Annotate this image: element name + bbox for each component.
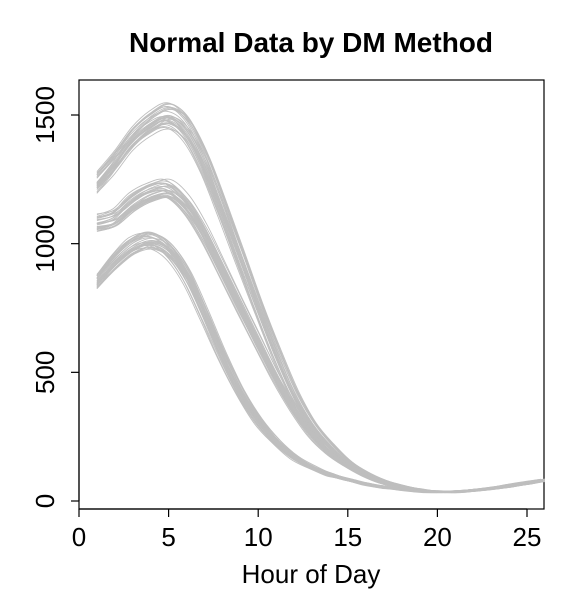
- curve-group-3-line: [96, 235, 541, 492]
- curve-group-3-line: [96, 237, 545, 493]
- curve-group-3-line: [96, 248, 545, 494]
- x-tick-label: 25: [513, 522, 542, 552]
- y-tick-label: 1500: [30, 86, 60, 144]
- curve-group-3-line: [96, 241, 545, 493]
- x-tick-label: 15: [333, 522, 362, 552]
- curve-group-3-line: [96, 242, 546, 493]
- plot-area-frame: [78, 79, 545, 510]
- curve-group-1-line: [96, 103, 545, 493]
- curve-group-3-line: [96, 236, 544, 494]
- x-tick-label: 5: [161, 522, 175, 552]
- curve-group-3-line: [96, 247, 542, 493]
- curve-group-3-line: [96, 237, 546, 493]
- y-axis: 0 500 1000 1500: [30, 86, 80, 508]
- curve-group-3-line: [96, 244, 545, 493]
- curve-group-3-line: [96, 231, 544, 492]
- chart-title: Normal Data by DM Method: [129, 27, 493, 58]
- curve-group-3-line: [96, 243, 545, 493]
- curve-group-3-line: [96, 244, 545, 493]
- curve-group-3-line: [96, 242, 546, 493]
- x-tick-label: 0: [72, 522, 86, 552]
- y-tick-label: 1000: [30, 215, 60, 273]
- curve-group-3-line: [96, 240, 545, 493]
- curve-group-3-line: [96, 244, 545, 493]
- x-axis-label: Hour of Day: [242, 559, 381, 589]
- curve-group-3-line: [96, 247, 545, 494]
- x-tick-label: 20: [423, 522, 452, 552]
- y-tick-label: 0: [30, 494, 60, 508]
- curve-group-3-line: [96, 232, 542, 493]
- curve-group-3-line: [96, 234, 545, 493]
- curve-group-3-line: [96, 247, 545, 494]
- curve-group-3-line: [96, 232, 544, 493]
- curve-group-3-line: [96, 242, 541, 494]
- curve-group-3-line: [96, 235, 543, 492]
- curve-group-1-line: [96, 102, 545, 492]
- x-axis: 0 5 10 15 20 25: [72, 508, 542, 552]
- curve-group-3-line: [96, 240, 546, 493]
- curve-group-3-line: [96, 240, 545, 493]
- curve-group-3-line: [96, 245, 543, 493]
- curve-group-3-line: [96, 233, 545, 493]
- x-tick-label: 10: [244, 522, 273, 552]
- curve-group-1-line: [96, 103, 545, 493]
- curve-group-3-line: [96, 233, 546, 492]
- curve-group-2-line: [96, 187, 542, 493]
- curve-group-3-line: [96, 246, 546, 493]
- curve-group-3-line: [96, 232, 545, 493]
- data-curves: [96, 102, 546, 494]
- y-tick-label: 500: [30, 351, 60, 394]
- curve-group-3-line: [96, 245, 545, 493]
